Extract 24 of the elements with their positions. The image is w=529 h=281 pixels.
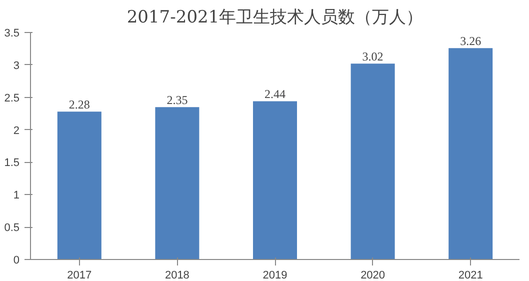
x-tick-label: 2021	[458, 270, 483, 281]
data-label: 3.26	[460, 34, 482, 48]
y-tick-label: 0	[13, 254, 20, 266]
y-tick-label: 3	[13, 60, 20, 72]
chart-title: 2017-2021年卫生技术人员数（万人）	[126, 8, 424, 28]
data-label: 2.44	[264, 87, 286, 102]
bar	[350, 64, 395, 260]
data-label: 2.35	[166, 93, 188, 108]
y-tick-label: 1.5	[4, 157, 20, 170]
bar	[155, 107, 200, 260]
data-label: 3.02	[362, 50, 384, 64]
bar	[57, 112, 102, 260]
x-tick-label: 2020	[360, 270, 386, 281]
bar	[252, 101, 298, 260]
x-tick-label: 2018	[164, 270, 190, 281]
x-tick-label: 2017	[67, 270, 92, 281]
y-tick-label: 2.5	[4, 92, 20, 104]
data-label: 2.28	[68, 98, 90, 112]
y-tick-label: 2	[13, 124, 20, 137]
y-tick-label: 1	[13, 190, 20, 202]
y-tick-label: 0.5	[4, 222, 20, 234]
y-tick-label: 3.5	[4, 28, 20, 40]
x-tick-label: 2019	[262, 270, 288, 281]
bar	[448, 48, 493, 260]
